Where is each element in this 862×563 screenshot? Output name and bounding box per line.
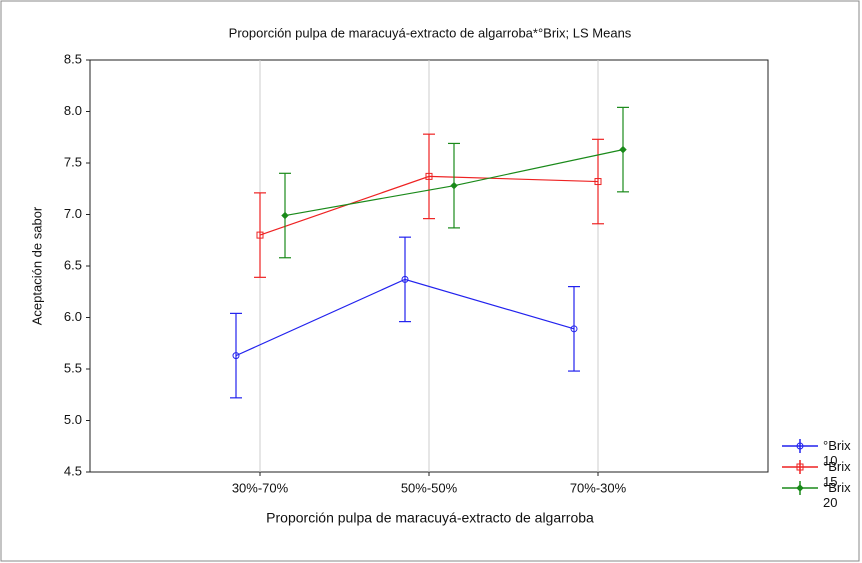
x-tick-label: 70%-30% [570, 480, 627, 495]
marker [796, 463, 804, 471]
chart-title: Proporción pulpa de maracuyá-extracto de… [229, 25, 632, 40]
y-tick-label: 8.0 [64, 103, 82, 118]
y-tick-label: 7.0 [64, 206, 82, 221]
legend-label: °Brix 10 [823, 438, 851, 468]
marker [425, 172, 433, 180]
y-tick-label: 5.5 [64, 360, 82, 375]
x-tick-label: 30%-70% [232, 480, 289, 495]
marker [796, 484, 804, 492]
marker [570, 325, 578, 333]
y-tick-label: 8.5 [64, 51, 82, 66]
x-axis-label: Proporción pulpa de maracuyá-extracto de… [266, 510, 594, 526]
marker [256, 231, 264, 239]
marker [401, 275, 409, 283]
y-tick-label: 4.5 [64, 463, 82, 478]
legend-label: °Brix 15 [823, 459, 851, 489]
x-tick-label: 50%-50% [401, 480, 458, 495]
marker [619, 145, 627, 154]
marker [232, 352, 240, 360]
marker [594, 178, 602, 186]
y-axis-label: Aceptación de sabor [29, 206, 44, 325]
y-tick-label: 5.0 [64, 412, 82, 427]
y-tick-label: 7.5 [64, 154, 82, 169]
y-tick-label: 6.5 [64, 257, 82, 272]
marker [281, 211, 289, 220]
marker [450, 181, 458, 190]
marker [796, 442, 804, 450]
y-tick-label: 6.0 [64, 309, 82, 324]
legend-label: °Brix 20 [823, 480, 851, 510]
